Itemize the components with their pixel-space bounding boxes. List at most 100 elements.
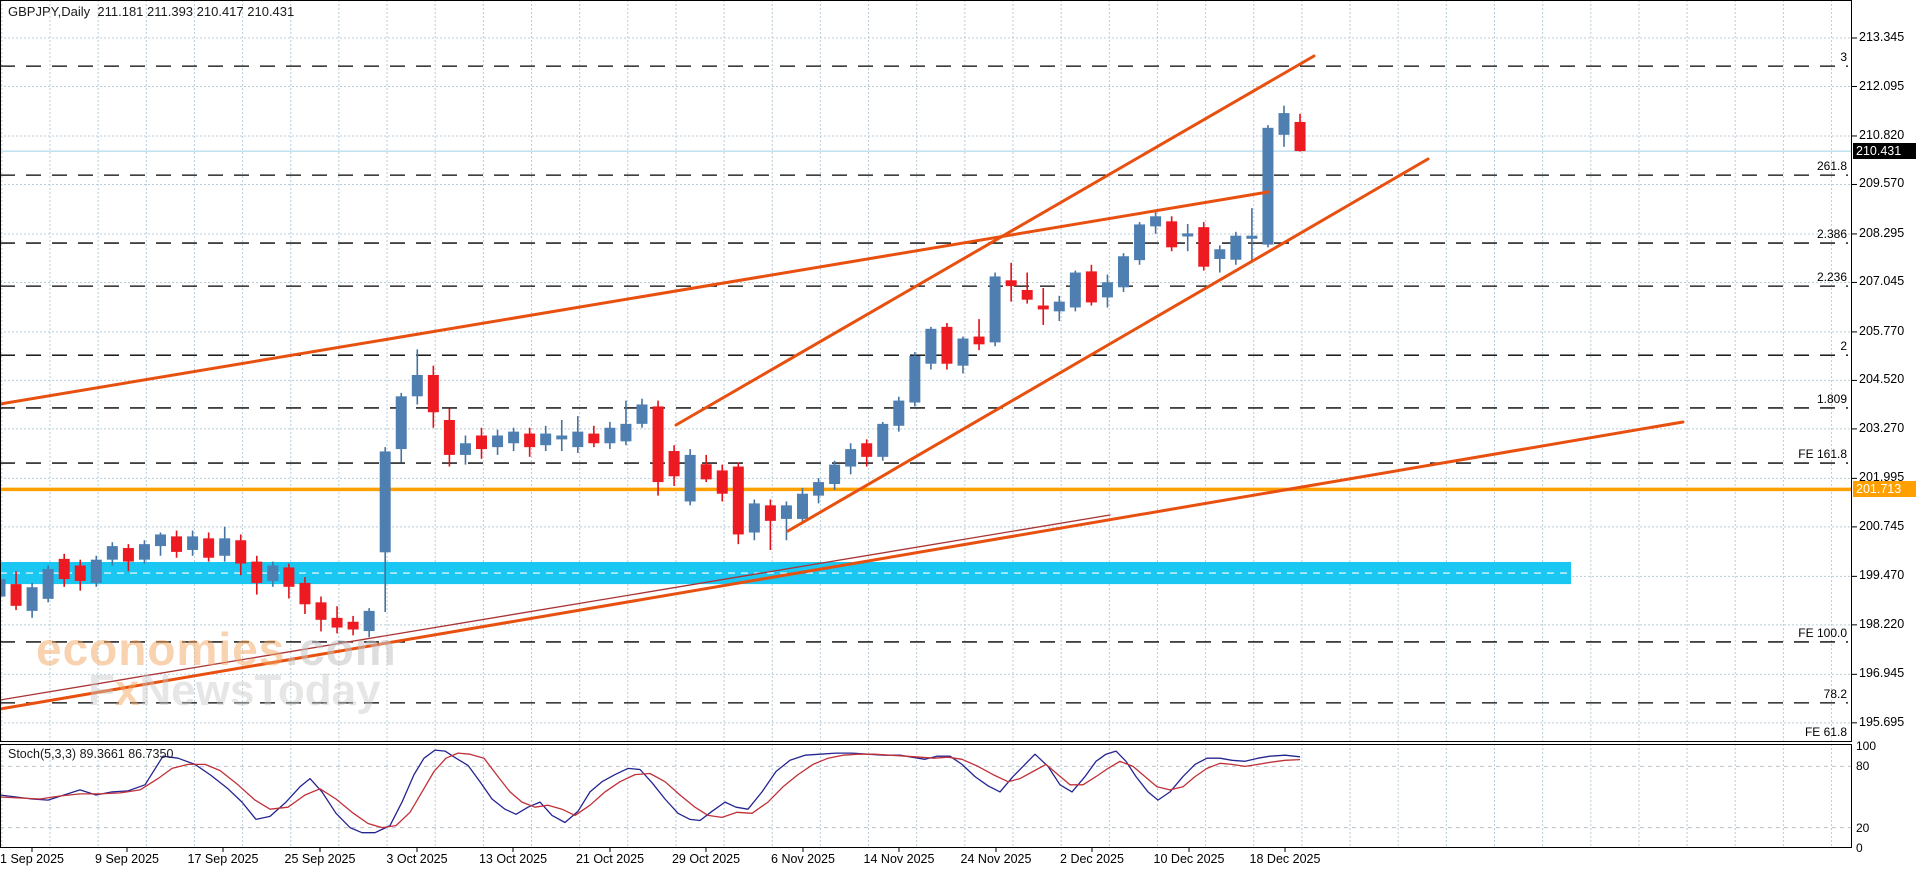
candle-body[interactable]: [42, 568, 54, 599]
candle-body[interactable]: [1294, 121, 1306, 152]
price-axis-label: 198.220: [1859, 616, 1905, 631]
candle-body[interactable]: [219, 538, 231, 556]
candle-body[interactable]: [1053, 301, 1065, 312]
candle-body[interactable]: [861, 443, 873, 457]
candle-body[interactable]: [1198, 227, 1210, 267]
trendline[interactable]: [0, 514, 1111, 701]
candle-body[interactable]: [10, 584, 22, 606]
candle-body[interactable]: [989, 276, 1001, 343]
candle-body[interactable]: [235, 540, 247, 564]
candle-body[interactable]: [283, 567, 295, 587]
trendline[interactable]: [0, 190, 1270, 406]
candle-body[interactable]: [411, 374, 423, 397]
candle-body[interactable]: [556, 435, 568, 440]
candle-body[interactable]: [748, 503, 760, 533]
candle-body[interactable]: [668, 451, 680, 477]
candle-body[interactable]: [459, 443, 471, 455]
candle-body[interactable]: [684, 454, 696, 502]
candle-body[interactable]: [1101, 282, 1113, 298]
candle-body[interactable]: [973, 336, 985, 345]
watermark-rest: NewsToday: [139, 666, 381, 715]
candle-body[interactable]: [315, 602, 327, 620]
candle-body[interactable]: [508, 431, 520, 444]
candle-body[interactable]: [925, 328, 937, 364]
candle-body[interactable]: [1150, 216, 1162, 227]
candle-body[interactable]: [780, 505, 792, 519]
candle-body[interactable]: [363, 610, 375, 632]
watermark-f: F: [88, 666, 115, 715]
candle-body[interactable]: [1214, 249, 1226, 259]
stoch-signal-line: [0, 752, 1301, 829]
candle-body[interactable]: [1118, 256, 1129, 288]
candle-body[interactable]: [1262, 127, 1274, 245]
candle-body[interactable]: [331, 617, 343, 628]
candle-body[interactable]: [716, 470, 728, 494]
candle-body[interactable]: [203, 538, 215, 558]
candle-body[interactable]: [58, 558, 70, 580]
candle-body[interactable]: [845, 449, 857, 467]
candle-body[interactable]: [155, 534, 166, 547]
candle-body[interactable]: [620, 423, 632, 442]
candle-body[interactable]: [299, 582, 311, 605]
trendline[interactable]: [786, 157, 1430, 533]
trendline[interactable]: [674, 54, 1316, 427]
candle-body[interactable]: [379, 451, 391, 553]
candle-body[interactable]: [1246, 235, 1258, 239]
candle-body[interactable]: [540, 433, 552, 446]
candle-body[interactable]: [764, 505, 776, 521]
price-axis-label: 195.695: [1859, 714, 1905, 729]
candle-body[interactable]: [427, 374, 439, 413]
date-axis-label: 3 Oct 2025: [386, 852, 448, 866]
candle-body[interactable]: [0, 579, 6, 597]
fib-level-label: FE 100.0: [1798, 625, 1847, 640]
candle-body[interactable]: [1166, 221, 1178, 248]
candle-body[interactable]: [877, 423, 889, 457]
candle-body[interactable]: [604, 427, 616, 444]
candle-body[interactable]: [395, 396, 407, 450]
candle-body[interactable]: [652, 406, 664, 483]
candle-body[interactable]: [1182, 233, 1194, 237]
candle-body[interactable]: [588, 433, 600, 444]
date-axis-label: 21 Oct 2025: [575, 852, 645, 866]
candle-body[interactable]: [74, 565, 86, 582]
candle-body[interactable]: [106, 546, 118, 560]
candle-body[interactable]: [267, 565, 279, 582]
trendline[interactable]: [0, 420, 1685, 711]
fib-level-label: 78.2: [1823, 686, 1847, 701]
watermark-line2: FxNewsToday: [88, 666, 381, 716]
candle-body[interactable]: [26, 587, 38, 611]
candle-body[interactable]: [1005, 280, 1017, 287]
candle-body[interactable]: [524, 433, 536, 448]
candle-body[interactable]: [1278, 113, 1290, 135]
candle-body[interactable]: [138, 544, 150, 560]
candle-body[interactable]: [1021, 290, 1033, 300]
candle-body[interactable]: [957, 338, 969, 366]
candle-body[interactable]: [732, 466, 744, 535]
candle-body[interactable]: [797, 493, 808, 519]
candle-body[interactable]: [1085, 271, 1097, 303]
candle-body[interactable]: [1134, 224, 1146, 261]
candle-body[interactable]: [700, 464, 712, 480]
candle-body[interactable]: [909, 355, 921, 403]
candle-body[interactable]: [443, 419, 455, 455]
candle-body[interactable]: [347, 621, 359, 630]
candle-body[interactable]: [829, 464, 841, 485]
candle-body[interactable]: [636, 404, 648, 424]
candle-body[interactable]: [572, 431, 584, 448]
candle-body[interactable]: [476, 435, 487, 450]
candle-body[interactable]: [893, 400, 905, 426]
date-axis-label: 29 Oct 2025: [671, 852, 741, 866]
candle-body[interactable]: [492, 435, 504, 448]
candle-body[interactable]: [122, 548, 134, 562]
candle-body[interactable]: [90, 559, 102, 583]
candle-body[interactable]: [1037, 305, 1049, 310]
candle-body[interactable]: [1230, 235, 1242, 260]
candle-body[interactable]: [187, 536, 199, 550]
candle-body[interactable]: [1069, 272, 1081, 308]
candle-body[interactable]: [941, 326, 953, 364]
candle-body[interactable]: [251, 561, 263, 583]
candle-body[interactable]: [813, 482, 825, 496]
date-axis-label: 14 Nov 2025: [863, 852, 935, 866]
candle-body[interactable]: [171, 536, 183, 552]
